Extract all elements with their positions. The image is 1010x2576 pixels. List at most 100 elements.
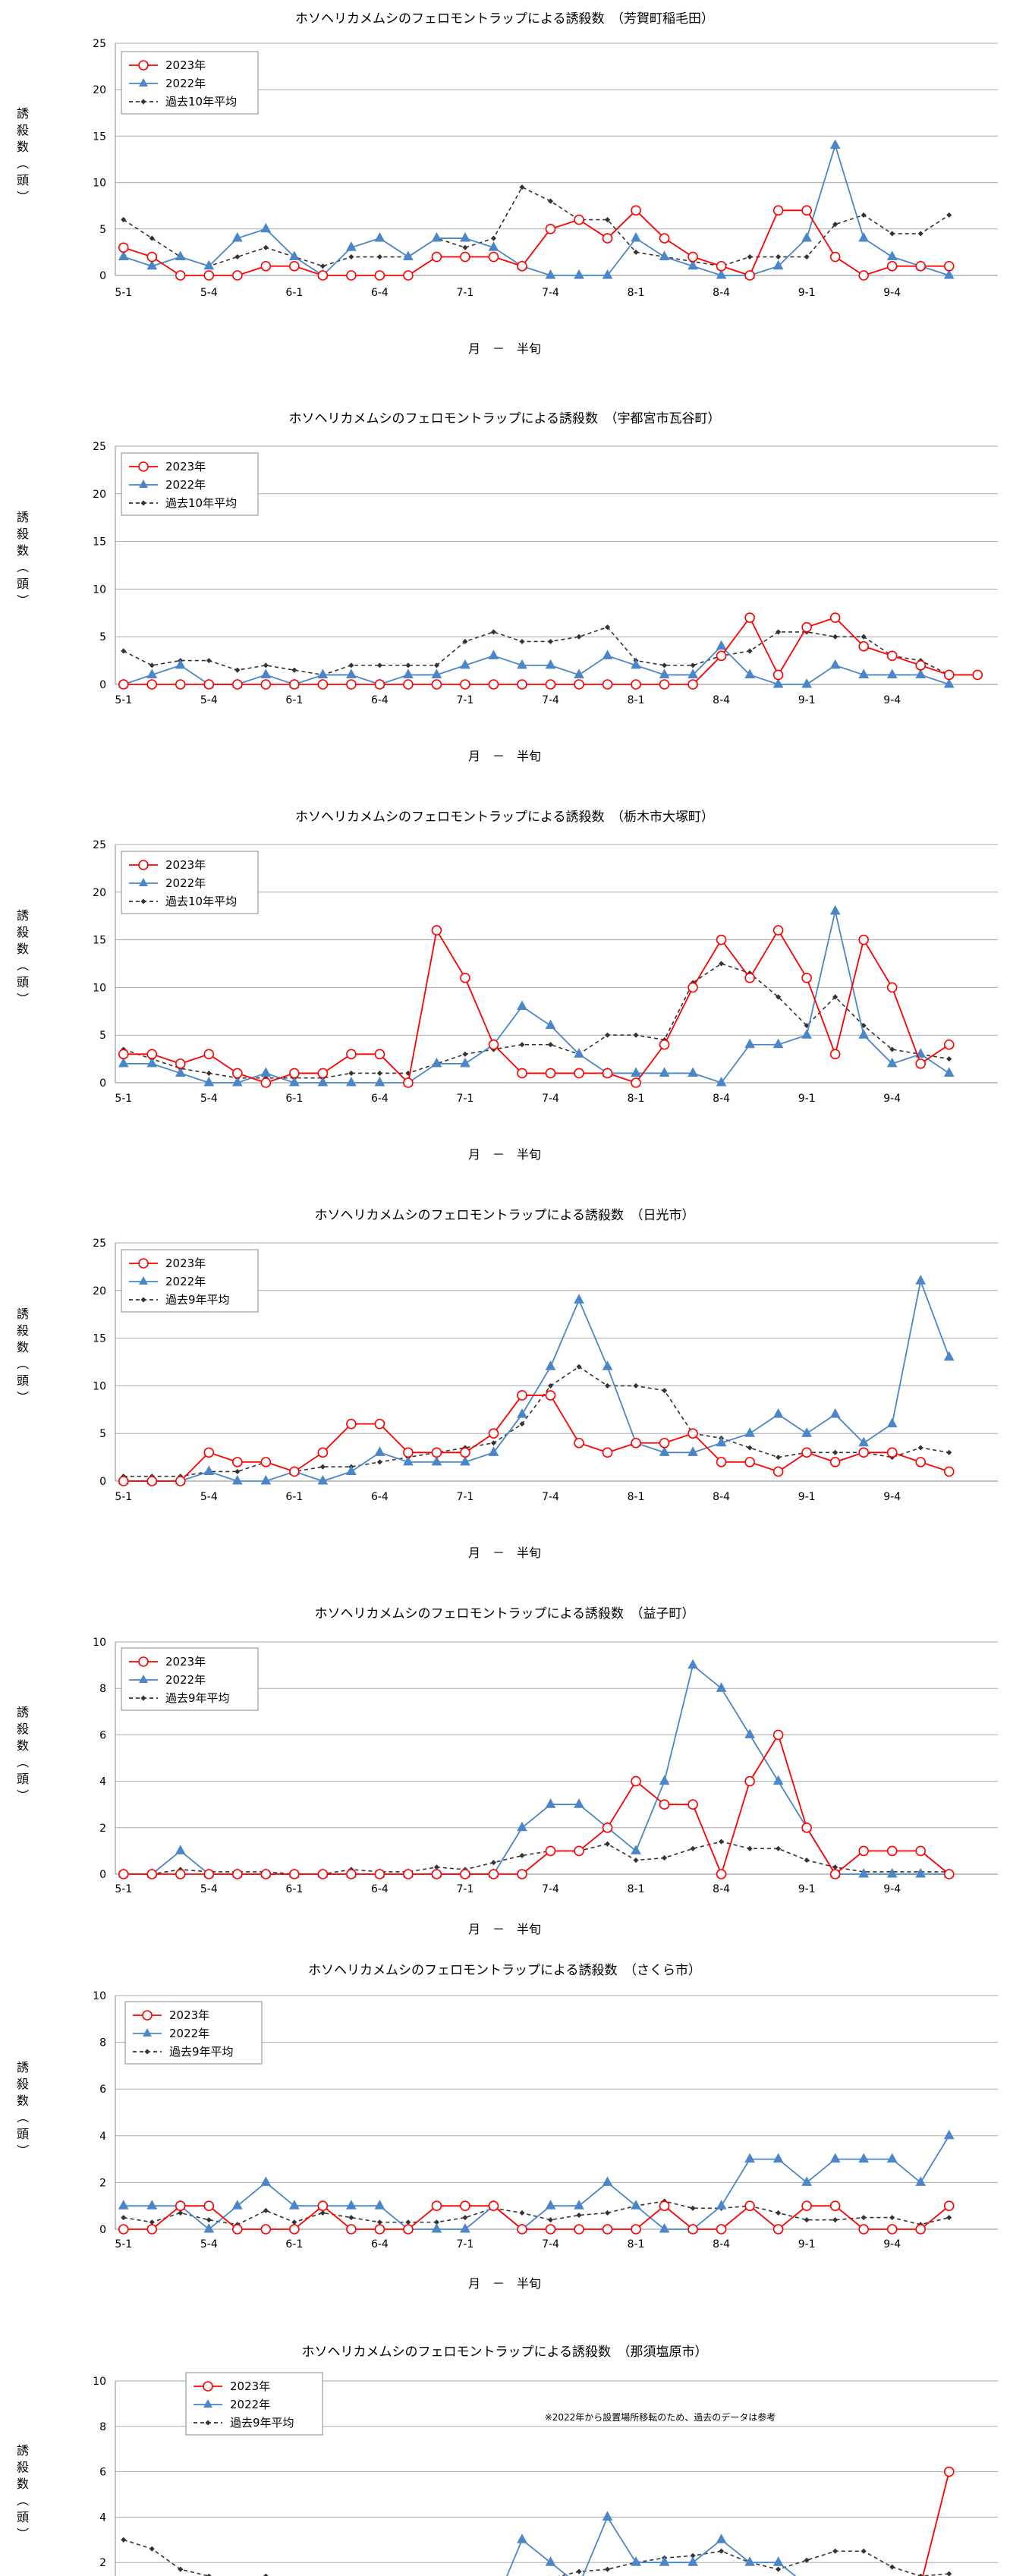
- data-point: [716, 2534, 727, 2543]
- data-point: [943, 669, 955, 681]
- data-point: [346, 1049, 357, 1060]
- data-point: [460, 2222, 470, 2233]
- data-point: [886, 650, 898, 662]
- data-point: [376, 253, 382, 260]
- data-point: [545, 679, 556, 690]
- y-axis-label-char: 殺: [17, 1722, 29, 1736]
- series-line: [506, 2515, 797, 2576]
- y-axis-label-char: 数: [17, 543, 29, 558]
- data-point: [604, 624, 611, 631]
- data-point: [460, 1057, 470, 1068]
- data-point: [488, 679, 499, 690]
- data-point: [263, 2573, 269, 2576]
- data-point: [374, 231, 385, 242]
- data-point: [801, 621, 812, 633]
- data-point: [545, 659, 556, 669]
- legend-marker: [138, 461, 149, 472]
- data-point: [460, 1869, 470, 1879]
- data-point: [915, 660, 927, 671]
- data-point: [121, 217, 127, 223]
- data-point: [744, 2200, 755, 2212]
- data-point: [858, 1436, 870, 1447]
- y-tick-label: 0: [99, 1476, 106, 1488]
- data-point: [206, 2573, 212, 2576]
- y-tick-label: 25: [93, 1238, 106, 1250]
- data-point: [403, 250, 414, 261]
- data-point: [776, 2210, 782, 2216]
- x-tick-label: 5-1: [115, 287, 132, 299]
- data-point: [519, 1852, 525, 1859]
- chart-title: ホソヘリカメムシのフェロモントラップによる誘殺数 （益子町）: [315, 1606, 695, 1621]
- data-point: [175, 1869, 186, 1879]
- y-tick-label: 5: [99, 631, 106, 643]
- data-point: [260, 1067, 272, 1077]
- data-point: [915, 2224, 927, 2235]
- data-point: [121, 2215, 127, 2221]
- x-tick-label: 8-1: [628, 1491, 645, 1503]
- data-point: [234, 253, 241, 260]
- x-axis-label: 月 － 半旬: [468, 341, 541, 356]
- y-tick-label: 8: [99, 2037, 106, 2049]
- data-point: [576, 2212, 582, 2219]
- data-point: [403, 1455, 414, 1466]
- data-point: [858, 270, 869, 281]
- x-tick-label: 5-1: [115, 1883, 132, 1895]
- data-point: [232, 1869, 243, 1879]
- data-point: [602, 679, 613, 690]
- x-tick-label: 9-1: [798, 2238, 816, 2250]
- data-point: [260, 679, 272, 690]
- x-tick-label: 6-4: [371, 1883, 389, 1895]
- data-point: [744, 270, 755, 281]
- data-point: [488, 1039, 499, 1050]
- chart-title: ホソヘリカメムシのフェロモントラップによる誘殺数 （日光市）: [315, 1208, 695, 1223]
- chart-2: ホソヘリカメムシのフェロモントラップによる誘殺数 （宇都宮市瓦谷町） 0 5 10 15…: [15, 411, 998, 763]
- data-point: [260, 222, 272, 233]
- data-point: [545, 2200, 556, 2210]
- legend-marker: [139, 1276, 148, 1285]
- data-point: [545, 1390, 556, 1401]
- data-point: [431, 231, 442, 242]
- y-axis-label-char: ）: [15, 594, 30, 606]
- y-axis-label-char: 頭: [17, 577, 29, 591]
- data-point: [917, 2573, 923, 2576]
- data-point: [460, 251, 470, 263]
- data-point: [659, 1775, 670, 1785]
- data-point: [146, 2200, 158, 2210]
- data-point: [772, 925, 784, 936]
- data-point: [716, 1457, 727, 1467]
- y-tick-label: 10: [93, 1637, 106, 1649]
- y-axis-label-char: 誘: [17, 106, 29, 121]
- data-point: [574, 1437, 584, 1448]
- data-point: [946, 2215, 952, 2221]
- data-point: [886, 260, 898, 272]
- y-axis-label-char: 殺: [17, 123, 29, 137]
- legend-marker: [138, 860, 149, 870]
- y-tick-label: 10: [93, 2376, 106, 2388]
- data-point: [631, 659, 641, 669]
- data-point: [517, 1869, 527, 1879]
- x-tick-label: 8-1: [628, 287, 645, 299]
- x-tick-label: 8-1: [628, 1093, 645, 1105]
- data-point: [203, 259, 215, 270]
- y-tick-label: 10: [93, 583, 106, 596]
- data-point: [687, 1067, 698, 1077]
- data-point: [346, 270, 357, 281]
- data-point: [260, 1457, 272, 1467]
- x-tick-label: 6-4: [371, 2238, 389, 2250]
- x-tick-label: 9-1: [798, 1491, 816, 1503]
- y-axis-label-char: 頭: [17, 2510, 29, 2524]
- data-point: [716, 1436, 727, 1447]
- data-point: [545, 1798, 556, 1808]
- data-point: [631, 2224, 641, 2235]
- data-point: [175, 659, 186, 669]
- data-point: [776, 2566, 782, 2572]
- data-point: [317, 668, 329, 678]
- data-point: [659, 1039, 670, 1050]
- data-point: [687, 1659, 698, 1669]
- data-point: [719, 1838, 725, 1845]
- data-point: [403, 1447, 414, 1458]
- data-point: [604, 217, 611, 223]
- data-point: [460, 1447, 470, 1458]
- data-point: [631, 1067, 641, 1077]
- data-point: [374, 679, 385, 690]
